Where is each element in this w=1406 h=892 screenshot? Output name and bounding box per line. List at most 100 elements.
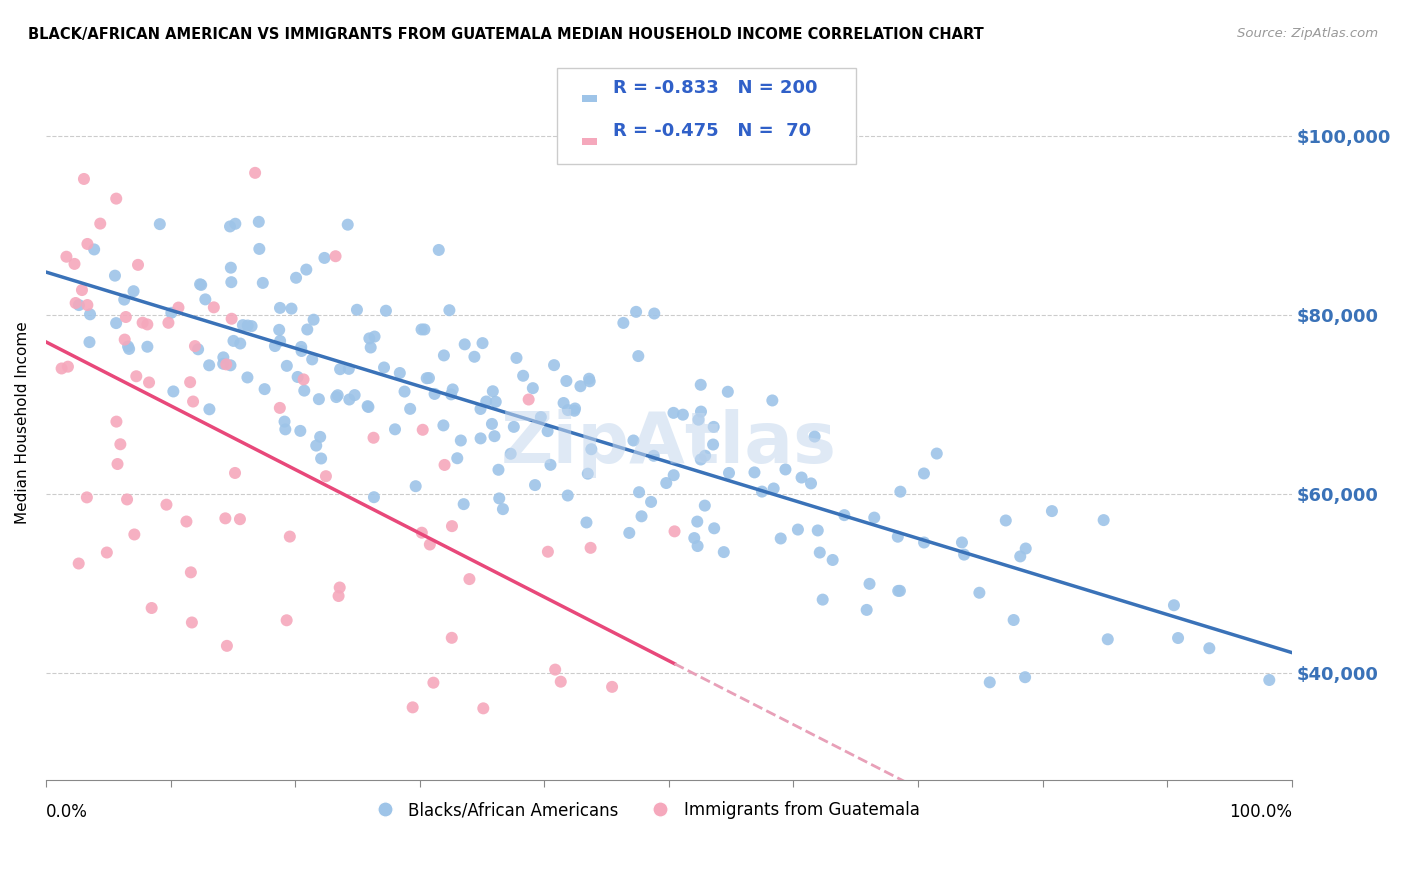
Point: [440, 519, 463, 533]
Point: [543, 358, 565, 372]
Point: [337, 392, 360, 407]
Point: [328, 589, 350, 603]
Point: [219, 260, 242, 275]
Point: [458, 572, 481, 586]
Point: [287, 370, 309, 384]
Point: [162, 384, 184, 399]
Point: [187, 343, 209, 357]
Point: [472, 701, 495, 715]
Point: [411, 322, 433, 336]
Point: [439, 303, 461, 318]
Point: [807, 524, 830, 538]
Point: [308, 392, 330, 406]
Point: [475, 394, 498, 409]
Point: [89, 217, 111, 231]
Point: [273, 415, 295, 429]
Point: [115, 492, 138, 507]
Point: [703, 420, 725, 434]
Point: [557, 489, 579, 503]
Point: [416, 371, 439, 385]
Text: R = -0.475   N =  70: R = -0.475 N = 70: [613, 121, 811, 140]
Point: [79, 335, 101, 350]
Point: [337, 362, 360, 376]
Point: [236, 370, 259, 384]
Point: [762, 482, 785, 496]
Point: [524, 478, 547, 492]
Point: [276, 359, 298, 373]
Point: [399, 401, 422, 416]
Point: [693, 499, 716, 513]
Point: [276, 613, 298, 627]
Point: [110, 437, 132, 451]
Point: [769, 532, 792, 546]
Point: [157, 316, 180, 330]
Point: [662, 468, 685, 483]
Point: [453, 497, 475, 511]
Point: [703, 521, 725, 535]
Point: [329, 581, 352, 595]
Point: [83, 243, 105, 257]
Point: [141, 601, 163, 615]
Point: [79, 307, 101, 321]
Point: [215, 639, 238, 653]
Point: [302, 312, 325, 326]
Point: [470, 431, 492, 445]
Point: [105, 316, 128, 330]
Point: [215, 358, 238, 372]
Point: [290, 424, 312, 438]
Point: [115, 310, 138, 324]
Point: [76, 236, 98, 251]
Point: [413, 322, 436, 336]
Point: [179, 375, 201, 389]
Point: [1167, 631, 1189, 645]
Point: [96, 545, 118, 559]
Text: 0.0%: 0.0%: [46, 803, 87, 821]
Text: R = -0.833   N = 200: R = -0.833 N = 200: [613, 78, 817, 96]
Point: [821, 553, 844, 567]
Point: [689, 452, 711, 467]
Point: [56, 359, 79, 374]
Point: [619, 525, 641, 540]
Point: [70, 283, 93, 297]
FancyBboxPatch shape: [557, 68, 856, 164]
Point: [198, 359, 221, 373]
Point: [219, 219, 242, 234]
Point: [481, 417, 503, 431]
Point: [329, 362, 352, 376]
Point: [198, 402, 221, 417]
Point: [858, 577, 880, 591]
Point: [105, 192, 128, 206]
Point: [612, 316, 634, 330]
Point: [181, 394, 204, 409]
Point: [655, 476, 678, 491]
Point: [412, 423, 434, 437]
Point: [790, 470, 813, 484]
Point: [640, 495, 662, 509]
Point: [167, 301, 190, 315]
Point: [578, 372, 600, 386]
Point: [808, 545, 831, 559]
Point: [222, 334, 245, 348]
Point: [418, 371, 440, 385]
Point: [105, 415, 128, 429]
Point: [925, 446, 948, 460]
Point: [63, 257, 86, 271]
Point: [787, 523, 810, 537]
Point: [775, 462, 797, 476]
Point: [550, 674, 572, 689]
Point: [470, 402, 492, 417]
Point: [125, 369, 148, 384]
Point: [834, 508, 856, 523]
Point: [1010, 549, 1032, 564]
Point: [463, 350, 485, 364]
Point: [440, 387, 463, 401]
Point: [118, 342, 141, 356]
Point: [564, 403, 586, 417]
Point: [394, 384, 416, 399]
Point: [811, 592, 834, 607]
Point: [363, 329, 385, 343]
Point: [107, 457, 129, 471]
Point: [1258, 673, 1281, 687]
Point: [471, 336, 494, 351]
Point: [269, 401, 291, 415]
